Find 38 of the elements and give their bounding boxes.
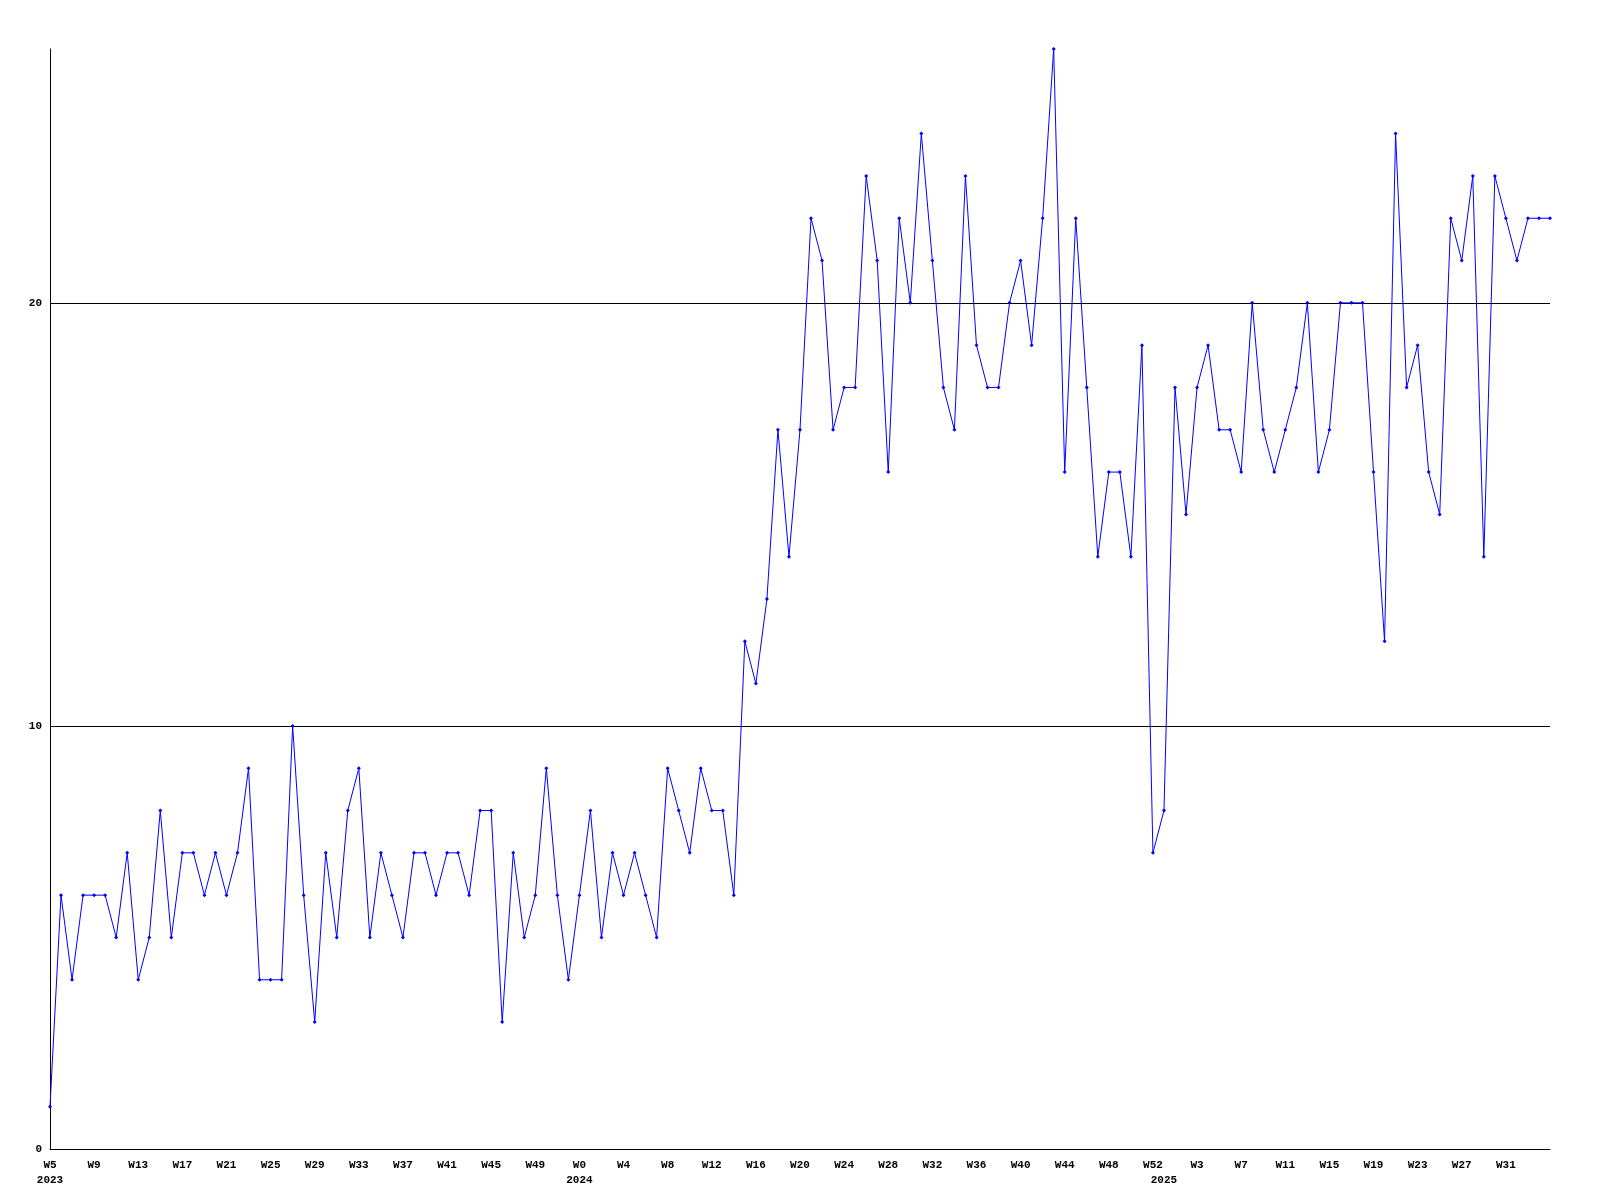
x-tick-label: W36 [966, 1158, 987, 1171]
y-tick-label: 10 [28, 719, 42, 732]
x-tick-label: W23 [1407, 1158, 1428, 1171]
x-tick-label: W4 [616, 1158, 631, 1171]
x-tick-label: W32 [922, 1158, 943, 1171]
x-tick-label: W7 [1234, 1158, 1248, 1171]
x-tick-label: W5 2023 [36, 1158, 64, 1186]
x-tick-label: W49 [525, 1158, 546, 1171]
x-tick-label: W33 [348, 1158, 370, 1171]
x-tick-label: W31 [1495, 1158, 1517, 1171]
x-tick-label: W28 [878, 1158, 899, 1171]
x-tick-label: W0 2024 [566, 1158, 594, 1186]
x-tick-label: W12 [701, 1158, 722, 1171]
x-tick-label: W37 [393, 1158, 413, 1171]
x-tick-label: W20 [790, 1158, 810, 1171]
x-tick-label: W8 [661, 1158, 675, 1171]
x-tick-label: W41 [437, 1158, 458, 1171]
x-tick-label: W3 [1190, 1158, 1205, 1171]
x-tick-label: W13 [128, 1158, 149, 1171]
x-tick-label: W16 [745, 1158, 766, 1171]
x-tick-label: 2025 [1150, 1173, 1178, 1186]
x-tick-label: W45 [481, 1158, 502, 1171]
x-tick-label: W17 [172, 1158, 193, 1171]
x-tick-label: W21 [216, 1158, 237, 1171]
x-tick-label: W29 [304, 1158, 325, 1171]
y-tick-label: 0 [35, 1143, 42, 1155]
x-tick-label: W25 [260, 1158, 281, 1171]
x-tick-label: W19 [1363, 1158, 1384, 1171]
x-tick-label: W40 [1010, 1158, 1031, 1171]
x-tick-label: W24 [834, 1158, 855, 1171]
y-tick-label: 20 [28, 296, 42, 309]
x-tick-label: W9 [87, 1158, 101, 1171]
x-tick-label: W15 [1319, 1158, 1340, 1171]
x-tick-label: W11 [1275, 1158, 1296, 1171]
x-tick-label: W48 [1098, 1158, 1120, 1171]
x-tick-label: W44 [1054, 1158, 1075, 1171]
x-tick-label: W27 [1451, 1158, 1472, 1171]
x-tick-label: W52 [1143, 1158, 1163, 1171]
